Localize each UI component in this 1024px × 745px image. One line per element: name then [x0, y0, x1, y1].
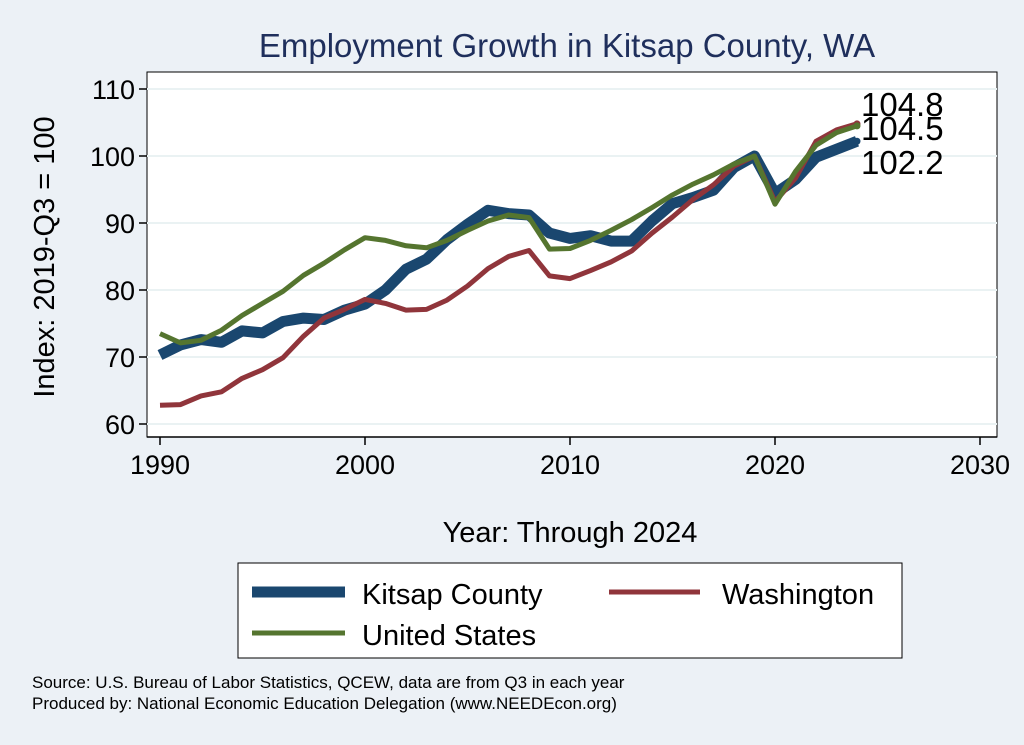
chart-title: Employment Growth in Kitsap County, WA: [259, 27, 875, 64]
legend-label-united-states: United States: [362, 620, 536, 652]
series-line-united-states: [158, 123, 858, 346]
x-axis: 1990 2000 2010 2020 2030: [130, 436, 1010, 480]
legend-label-washington: Washington: [722, 579, 874, 611]
gridlines: [147, 88, 997, 425]
end-value-label-kitsap-county: 102.2: [861, 144, 944, 181]
y-tick-label: 80: [105, 276, 135, 306]
y-axis-title: Index: 2019-Q3 = 100: [29, 116, 61, 397]
legend-box: [237, 562, 903, 659]
end-value-label-united-states: 104.5: [861, 110, 944, 147]
source-note: Source: U.S. Bureau of Labor Statistics,…: [32, 673, 625, 692]
end-marker-kitsap-county: [853, 137, 861, 145]
y-tick-label: 90: [105, 209, 135, 239]
legend-entries: Kitsap County Washington United States: [252, 579, 874, 652]
end-value-label-washington: 104.8: [861, 86, 944, 123]
x-axis-title: Year: Through 2024: [443, 517, 698, 549]
plot-area: [146, 71, 998, 438]
y-tick-label: 70: [105, 343, 135, 373]
x-tick-label: 2010: [540, 450, 600, 480]
x-tick-label: 2020: [745, 450, 805, 480]
legend: Kitsap County Washington United States: [237, 562, 903, 659]
y-axis: 60 70 80 90 100 110: [90, 75, 147, 440]
x-tick-label: 2030: [950, 450, 1010, 480]
x-tick-label: 2000: [335, 450, 395, 480]
series-lines: [157, 121, 859, 408]
producer-note: Produced by: National Economic Education…: [32, 694, 617, 713]
end-marker-united-states: [853, 122, 861, 130]
x-tick-label: 1990: [130, 450, 190, 480]
y-tick-label: 110: [92, 75, 135, 105]
y-tick-label: 60: [105, 410, 135, 440]
y-tick-label: 100: [90, 142, 135, 172]
legend-label-kitsap-county: Kitsap County: [362, 579, 543, 611]
